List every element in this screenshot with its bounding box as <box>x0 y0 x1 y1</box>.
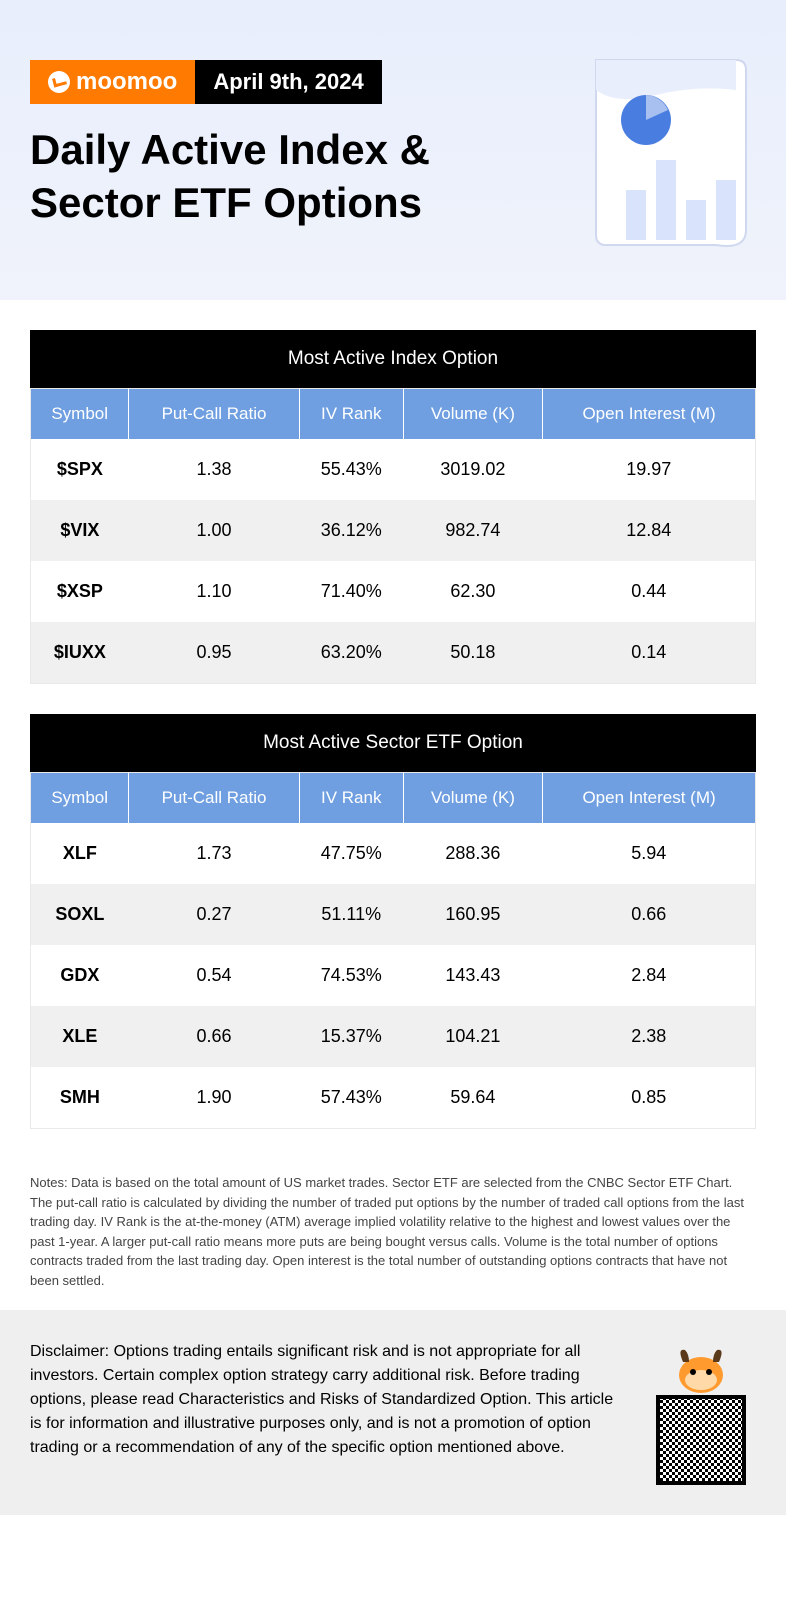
chart-illustration-icon <box>576 50 756 250</box>
cell-oi: 12.84 <box>543 500 756 561</box>
cell-vol: 104.21 <box>403 1006 542 1067</box>
report-date: April 9th, 2024 <box>195 60 381 104</box>
cell-oi: 0.44 <box>543 561 756 622</box>
col-pcr: Put-Call Ratio <box>129 773 299 824</box>
cell-vol: 160.95 <box>403 884 542 945</box>
cell-symbol: $IUXX <box>31 622 129 684</box>
table-header-row: Symbol Put-Call Ratio IV Rank Volume (K)… <box>31 773 756 824</box>
cell-pcr: 1.90 <box>129 1067 299 1129</box>
col-symbol: Symbol <box>31 773 129 824</box>
sector-table-caption: Most Active Sector ETF Option <box>30 714 756 772</box>
col-symbol: Symbol <box>31 389 129 440</box>
col-ivrank: IV Rank <box>299 773 403 824</box>
cell-symbol: SOXL <box>31 884 129 945</box>
col-volume: Volume (K) <box>403 389 542 440</box>
cell-oi: 0.14 <box>543 622 756 684</box>
cell-oi: 19.97 <box>543 439 756 500</box>
col-ivrank: IV Rank <box>299 389 403 440</box>
cell-iv: 63.20% <box>299 622 403 684</box>
cell-iv: 15.37% <box>299 1006 403 1067</box>
table-row: GDX0.5474.53%143.432.84 <box>31 945 756 1006</box>
cell-iv: 36.12% <box>299 500 403 561</box>
cell-pcr: 1.00 <box>129 500 299 561</box>
cell-iv: 74.53% <box>299 945 403 1006</box>
cell-iv: 55.43% <box>299 439 403 500</box>
disclaimer-section: Disclaimer: Options trading entails sign… <box>0 1310 786 1515</box>
col-oi: Open Interest (M) <box>543 389 756 440</box>
cell-iv: 71.40% <box>299 561 403 622</box>
cell-symbol: XLE <box>31 1006 129 1067</box>
cell-oi: 0.85 <box>543 1067 756 1129</box>
table-row: $VIX1.0036.12%982.7412.84 <box>31 500 756 561</box>
cell-iv: 51.11% <box>299 884 403 945</box>
table-row: SMH1.9057.43%59.640.85 <box>31 1067 756 1129</box>
sector-table-body: XLF1.7347.75%288.365.94SOXL0.2751.11%160… <box>31 823 756 1129</box>
cell-symbol: $SPX <box>31 439 129 500</box>
table-row: $IUXX0.9563.20%50.180.14 <box>31 622 756 684</box>
tables-container: Most Active Index Option Symbol Put-Call… <box>0 300 786 1159</box>
cell-oi: 2.84 <box>543 945 756 1006</box>
cell-symbol: $XSP <box>31 561 129 622</box>
cell-pcr: 1.73 <box>129 823 299 884</box>
cell-symbol: GDX <box>31 945 129 1006</box>
brand-name: moomoo <box>76 68 177 96</box>
sector-etf-table: Most Active Sector ETF Option Symbol Put… <box>30 714 756 1129</box>
col-oi: Open Interest (M) <box>543 773 756 824</box>
cell-iv: 47.75% <box>299 823 403 884</box>
cell-oi: 2.38 <box>543 1006 756 1067</box>
table-header-row: Symbol Put-Call Ratio IV Rank Volume (K)… <box>31 389 756 440</box>
index-options-table: Most Active Index Option Symbol Put-Call… <box>30 330 756 684</box>
table-row: XLF1.7347.75%288.365.94 <box>31 823 756 884</box>
notes-text: Notes: Data is based on the total amount… <box>0 1159 786 1310</box>
cell-symbol: $VIX <box>31 500 129 561</box>
table-row: $XSP1.1071.40%62.300.44 <box>31 561 756 622</box>
table-row: XLE0.6615.37%104.212.38 <box>31 1006 756 1067</box>
index-table-body: $SPX1.3855.43%3019.0219.97$VIX1.0036.12%… <box>31 439 756 684</box>
col-volume: Volume (K) <box>403 773 542 824</box>
header-section: moomoo April 9th, 2024 Daily Active Inde… <box>0 0 786 300</box>
cell-iv: 57.43% <box>299 1067 403 1129</box>
disclaimer-text: Disclaimer: Options trading entails sign… <box>30 1340 626 1460</box>
qr-code-icon <box>656 1395 746 1485</box>
cell-vol: 50.18 <box>403 622 542 684</box>
qr-mascot-wrap <box>646 1340 756 1485</box>
brand-logo: moomoo <box>30 60 195 104</box>
cell-vol: 143.43 <box>403 945 542 1006</box>
brand-icon <box>48 71 70 93</box>
cell-symbol: SMH <box>31 1067 129 1129</box>
cell-vol: 982.74 <box>403 500 542 561</box>
page-title: Daily Active Index & Sector ETF Options <box>30 124 530 229</box>
cell-vol: 62.30 <box>403 561 542 622</box>
cell-oi: 5.94 <box>543 823 756 884</box>
cell-pcr: 0.54 <box>129 945 299 1006</box>
cell-vol: 288.36 <box>403 823 542 884</box>
table-row: SOXL0.2751.11%160.950.66 <box>31 884 756 945</box>
cell-vol: 3019.02 <box>403 439 542 500</box>
cell-pcr: 1.10 <box>129 561 299 622</box>
table-row: $SPX1.3855.43%3019.0219.97 <box>31 439 756 500</box>
cell-pcr: 0.95 <box>129 622 299 684</box>
cell-pcr: 1.38 <box>129 439 299 500</box>
cell-vol: 59.64 <box>403 1067 542 1129</box>
cell-oi: 0.66 <box>543 884 756 945</box>
cell-pcr: 0.66 <box>129 1006 299 1067</box>
cell-pcr: 0.27 <box>129 884 299 945</box>
mascot-icon <box>671 1340 731 1395</box>
col-pcr: Put-Call Ratio <box>129 389 299 440</box>
index-table-caption: Most Active Index Option <box>30 330 756 388</box>
cell-symbol: XLF <box>31 823 129 884</box>
